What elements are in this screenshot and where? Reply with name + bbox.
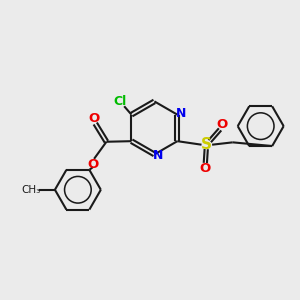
Text: O: O [216, 118, 227, 130]
Text: S: S [201, 137, 212, 152]
Text: O: O [87, 158, 98, 171]
Text: N: N [176, 107, 186, 120]
Text: O: O [88, 112, 99, 125]
Text: O: O [199, 162, 210, 175]
Text: CH₃: CH₃ [21, 185, 40, 195]
Text: N: N [153, 149, 163, 162]
Text: Cl: Cl [114, 95, 127, 108]
